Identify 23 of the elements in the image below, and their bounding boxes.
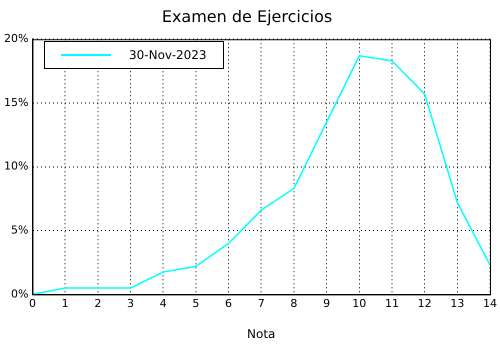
x-tick-label: 6 xyxy=(225,296,232,310)
x-tick-label: 8 xyxy=(290,296,298,310)
x-tick-label: 14 xyxy=(483,296,497,310)
y-tick-label: 20% xyxy=(4,32,28,46)
x-tick-label: 4 xyxy=(160,296,167,310)
x-tick-label: 3 xyxy=(126,296,134,310)
x-tick-label: 9 xyxy=(323,296,330,310)
x-tick-label: 10 xyxy=(352,296,366,310)
y-tick-label: 10% xyxy=(4,160,28,173)
y-tick-label: 15% xyxy=(4,96,28,109)
x-tick-label: 0 xyxy=(28,296,36,310)
x-tick-label: 11 xyxy=(384,296,399,310)
y-tick-label: 5% xyxy=(10,223,28,236)
legend-label: 30-Nov-2023 xyxy=(129,48,207,62)
x-tick-label: 1 xyxy=(62,296,69,310)
x-axis-title: Nota xyxy=(247,326,276,341)
x-tick-label: 2 xyxy=(94,296,102,310)
x-tick-label: 12 xyxy=(418,296,432,310)
chart-title: Examen de Ejercicios xyxy=(162,6,332,26)
x-tick-label: 13 xyxy=(450,296,464,310)
x-tick-label: 5 xyxy=(192,296,200,310)
x-tick-label: 7 xyxy=(258,296,265,310)
y-tick-label: 0% xyxy=(10,287,28,300)
